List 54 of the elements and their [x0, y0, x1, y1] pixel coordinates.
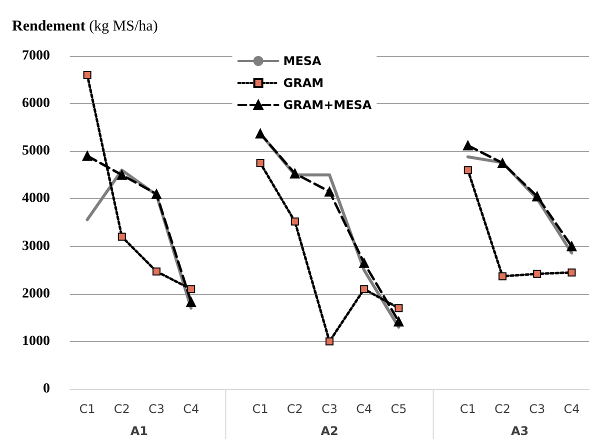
point	[326, 337, 334, 346]
point	[394, 304, 403, 312]
x-tick-label: C1	[79, 402, 96, 416]
x-tick-label: C1	[252, 402, 268, 416]
y-tick-label: 5000	[22, 144, 50, 159]
x-tick-label: C2	[494, 402, 511, 416]
legend-label: GRAM+MESA	[283, 98, 372, 112]
point	[359, 258, 370, 268]
x-tick-label: C2	[286, 402, 303, 416]
text: A2	[320, 424, 338, 438]
point	[152, 188, 162, 199]
point	[324, 186, 334, 197]
x-tick-label: C2	[114, 402, 130, 416]
x-tick-label: C4	[356, 402, 372, 416]
point	[187, 285, 196, 294]
x-tick-label: C3	[321, 402, 338, 416]
point	[290, 168, 300, 178]
point	[532, 191, 542, 202]
point	[256, 159, 264, 168]
x-tick-label: C4	[183, 402, 200, 416]
x-tick-label: C3	[148, 402, 165, 416]
point	[566, 241, 577, 252]
y-tick-label: 2000	[22, 286, 50, 302]
x-tick-label: C3	[529, 402, 546, 416]
y-axis-title: Rendement (kg MS/ha)	[12, 18, 158, 34]
x-tick-label: C4	[564, 402, 580, 416]
x-tick-label: C5	[390, 402, 407, 416]
legend-label: MESA	[283, 54, 322, 68]
text: A1	[130, 424, 148, 438]
point	[118, 232, 126, 241]
point	[568, 268, 576, 276]
legend-label: GRAM	[283, 76, 324, 90]
y-tick-label: 0	[43, 382, 50, 396]
text: A3	[510, 424, 529, 438]
point	[83, 71, 92, 80]
point	[255, 128, 266, 139]
point	[533, 270, 542, 278]
point	[360, 285, 368, 294]
y-tick-label: 1000	[22, 334, 50, 349]
x-tick-label: C1	[460, 402, 476, 416]
point	[464, 166, 472, 174]
y-tick-label: 7000	[22, 48, 50, 64]
point	[186, 296, 196, 307]
point	[290, 218, 299, 226]
point	[498, 272, 506, 280]
point	[462, 140, 473, 150]
y-tick-label: 6000	[22, 96, 50, 112]
point	[152, 268, 160, 276]
point	[498, 158, 508, 168]
y-tick-label: 4000	[22, 191, 50, 206]
point	[116, 170, 127, 180]
point	[82, 150, 92, 161]
point	[394, 316, 404, 326]
y-tick-label: 3000	[22, 238, 50, 254]
